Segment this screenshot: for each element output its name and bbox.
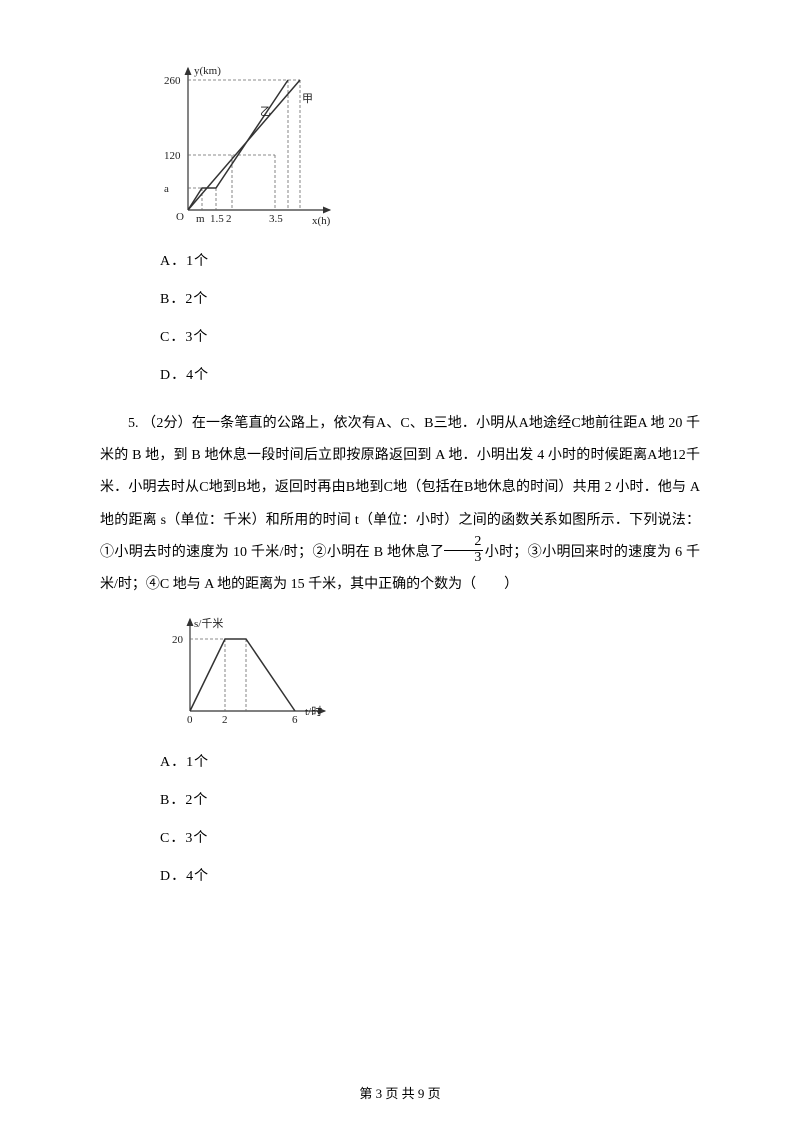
svg-text:y(km): y(km) bbox=[194, 65, 221, 77]
svg-text:2: 2 bbox=[222, 714, 228, 726]
svg-text:s/千米: s/千米 bbox=[194, 617, 223, 630]
fraction-den: 3 bbox=[444, 551, 483, 566]
q5-line7: 个数为（ ） bbox=[420, 577, 518, 592]
svg-text:120: 120 bbox=[164, 150, 181, 162]
question5-text: 5. （2分）在一条笔直的公路上，依次有A、C、B三地．小明从A地途经C地前往距… bbox=[100, 408, 700, 601]
svg-text:3.5: 3.5 bbox=[269, 213, 283, 225]
fraction-two-thirds: 23 bbox=[444, 535, 483, 565]
fraction-num: 2 bbox=[444, 535, 483, 551]
svg-text:t/时: t/时 bbox=[305, 705, 322, 718]
q4-option-b: B．2个 bbox=[160, 288, 700, 308]
svg-text:0: 0 bbox=[187, 714, 193, 726]
chart2-svg: s/千米 t/时 20 0 2 6 bbox=[160, 611, 340, 731]
svg-text:乙: 乙 bbox=[260, 105, 271, 118]
page: y(km)x(h)O260120am1.523.5乙甲 A．1个 B．2个 C．… bbox=[0, 0, 800, 1132]
q5-line1: 在一条笔直的公路上，依次有A、C、B三地．小明从A地途经C地前往距 bbox=[192, 416, 638, 431]
q5-option-a: A．1个 bbox=[160, 751, 700, 771]
chart-question5: s/千米 t/时 20 0 2 6 bbox=[160, 611, 700, 731]
svg-text:260: 260 bbox=[164, 75, 181, 87]
q5-option-c: C．3个 bbox=[160, 827, 700, 847]
svg-text:甲: 甲 bbox=[302, 93, 313, 105]
svg-text:x(h): x(h) bbox=[312, 215, 331, 227]
svg-text:20: 20 bbox=[172, 634, 184, 646]
q4-option-a: A．1个 bbox=[160, 250, 700, 270]
chart1-svg: y(km) x(h) O 260 120 a m 1.52 3.5 乙 甲 bbox=[160, 60, 340, 230]
svg-text:6: 6 bbox=[292, 714, 298, 726]
svg-text:2: 2 bbox=[226, 213, 232, 225]
page-footer: 第 3 页 共 9 页 bbox=[0, 1083, 800, 1102]
q5-option-d: D．4个 bbox=[160, 865, 700, 885]
q5-points: （2分） bbox=[142, 416, 192, 431]
svg-text:O: O bbox=[176, 211, 184, 223]
q4-option-c: C．3个 bbox=[160, 326, 700, 346]
chart-question4: y(km) x(h) O 260 120 a m 1.52 3.5 乙 甲 bbox=[160, 60, 700, 230]
svg-text:1.5: 1.5 bbox=[210, 213, 224, 225]
q5-number: 5. bbox=[128, 416, 139, 431]
svg-text:m: m bbox=[196, 213, 205, 225]
q4-option-d: D．4个 bbox=[160, 364, 700, 384]
q5-option-b: B．2个 bbox=[160, 789, 700, 809]
svg-text:a: a bbox=[164, 183, 169, 195]
